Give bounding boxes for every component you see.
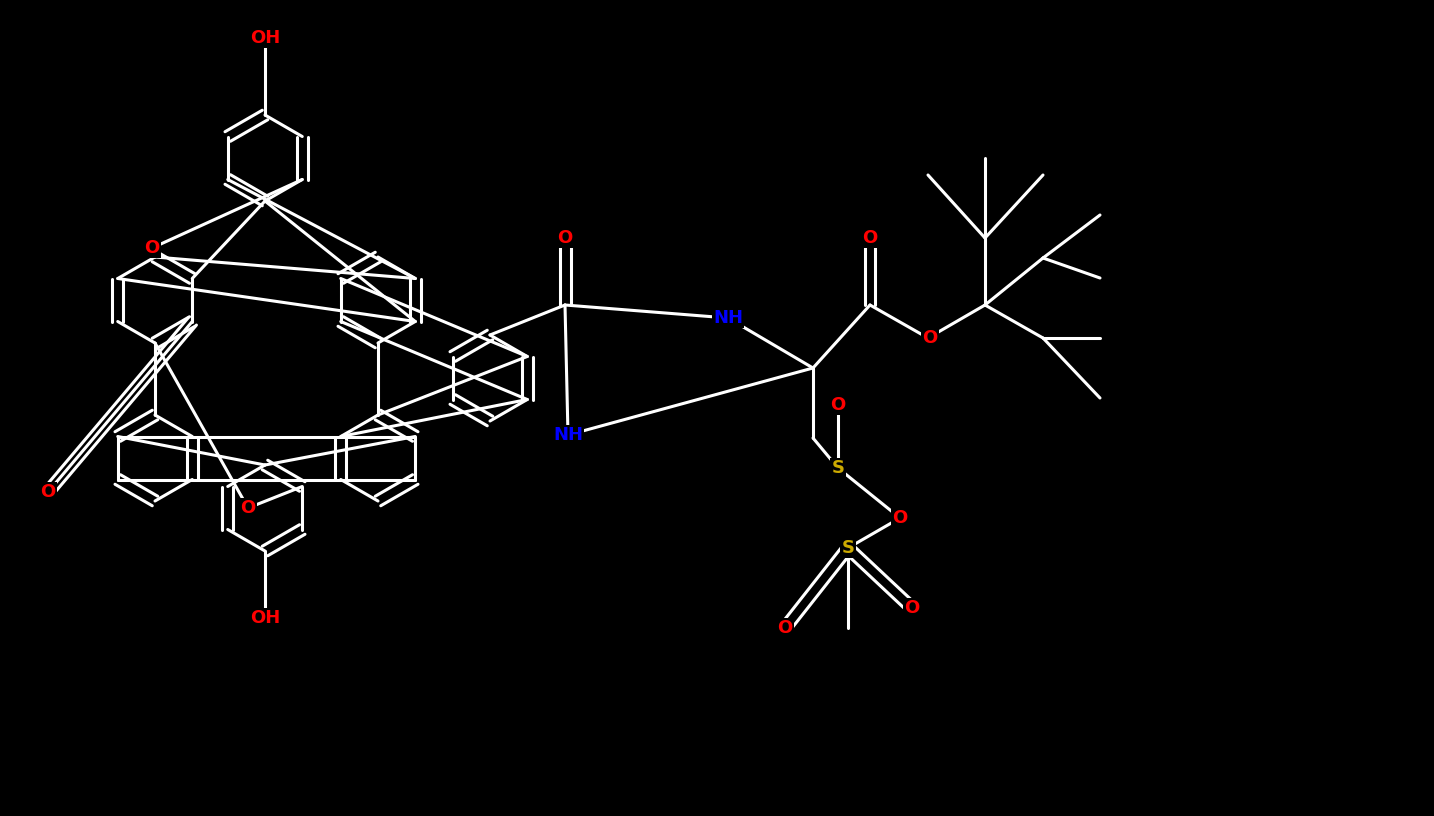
Text: O: O (862, 229, 878, 247)
Text: O: O (40, 483, 56, 501)
Text: O: O (892, 509, 908, 527)
Text: OH: OH (250, 609, 280, 627)
Text: NH: NH (554, 426, 584, 444)
Text: NH: NH (713, 309, 743, 327)
Text: NH: NH (554, 426, 584, 444)
Text: S: S (832, 459, 845, 477)
Text: O: O (905, 599, 919, 617)
Text: OH: OH (250, 29, 280, 47)
Text: O: O (145, 239, 159, 257)
Text: S: S (842, 539, 855, 557)
Text: O: O (922, 329, 938, 347)
Text: S: S (842, 539, 855, 557)
Text: O: O (40, 483, 56, 501)
Text: O: O (777, 619, 793, 637)
Text: O: O (777, 619, 793, 637)
Text: O: O (558, 229, 572, 247)
Text: O: O (905, 599, 919, 617)
Text: O: O (830, 396, 846, 414)
Text: O: O (922, 329, 938, 347)
Text: O: O (145, 239, 159, 257)
Text: O: O (892, 509, 908, 527)
Text: O: O (830, 396, 846, 414)
Text: O: O (558, 229, 572, 247)
Text: O: O (241, 499, 255, 517)
Text: O: O (241, 499, 255, 517)
Text: NH: NH (713, 309, 743, 327)
Text: OH: OH (250, 609, 280, 627)
Text: O: O (862, 229, 878, 247)
Text: S: S (832, 459, 845, 477)
Text: OH: OH (250, 29, 280, 47)
